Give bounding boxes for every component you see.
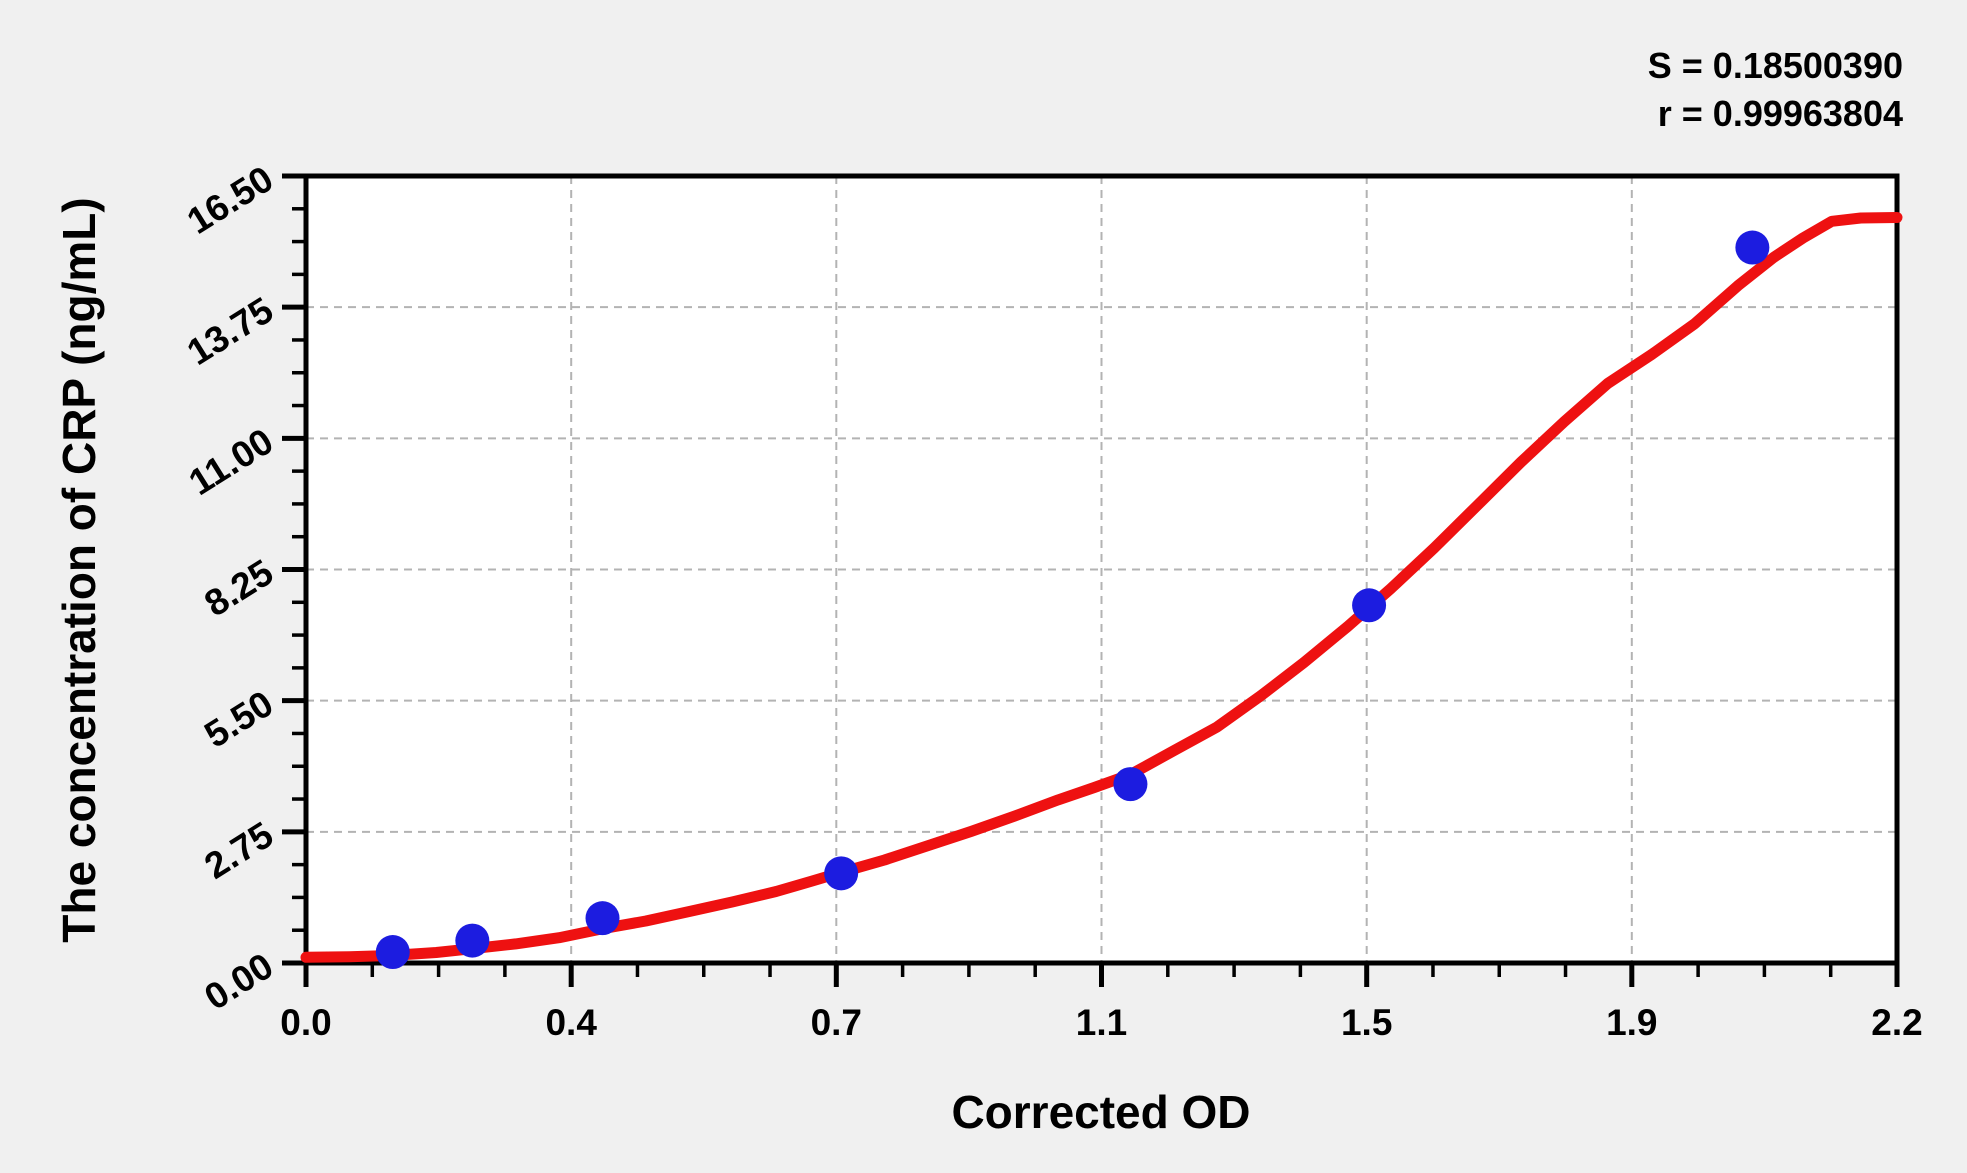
x-tick-label: 0.7 bbox=[811, 1002, 862, 1043]
fitted-curve bbox=[300, 212, 1903, 963]
data-point bbox=[375, 935, 410, 970]
x-tick-label: 0.4 bbox=[545, 1002, 597, 1043]
plot-frame bbox=[303, 173, 1900, 966]
y-axis-title: The concentration of CRP (ng/mL) bbox=[53, 197, 105, 942]
x-tick-label: 1.1 bbox=[1076, 1002, 1127, 1043]
stat-r-value: r = 0.99963804 bbox=[1658, 93, 1903, 134]
stat-s-value: S = 0.18500390 bbox=[1648, 45, 1903, 86]
data-point bbox=[455, 923, 490, 958]
plot-area: 0.0 0.4 0.7 1.1 1.5 1.9 2.2 0.00 2.75 5.50 8.25 11.… bbox=[180, 158, 1923, 1043]
y-tick-label: 8.25 bbox=[197, 552, 280, 625]
x-axis-title: Corrected OD bbox=[951, 1086, 1250, 1138]
data-point bbox=[1113, 767, 1148, 802]
data-point bbox=[1735, 230, 1770, 265]
y-tick-label: 0.00 bbox=[197, 945, 280, 1018]
x-tick-label: 0.0 bbox=[280, 1002, 331, 1043]
y-tick-label: 2.75 bbox=[197, 814, 280, 887]
y-tick-label: 11.00 bbox=[182, 420, 281, 503]
data-point bbox=[824, 856, 859, 891]
x-tick-label: 1.9 bbox=[1606, 1002, 1657, 1043]
y-tick-label: 5.50 bbox=[197, 683, 280, 756]
data-point bbox=[585, 901, 620, 936]
x-tick-label: 1.5 bbox=[1341, 1002, 1392, 1043]
y-tick-label: 16.50 bbox=[180, 158, 280, 242]
y-tick-label: 13.75 bbox=[180, 289, 280, 373]
x-tick-label: 2.2 bbox=[1871, 1002, 1922, 1043]
data-point bbox=[1352, 588, 1387, 623]
